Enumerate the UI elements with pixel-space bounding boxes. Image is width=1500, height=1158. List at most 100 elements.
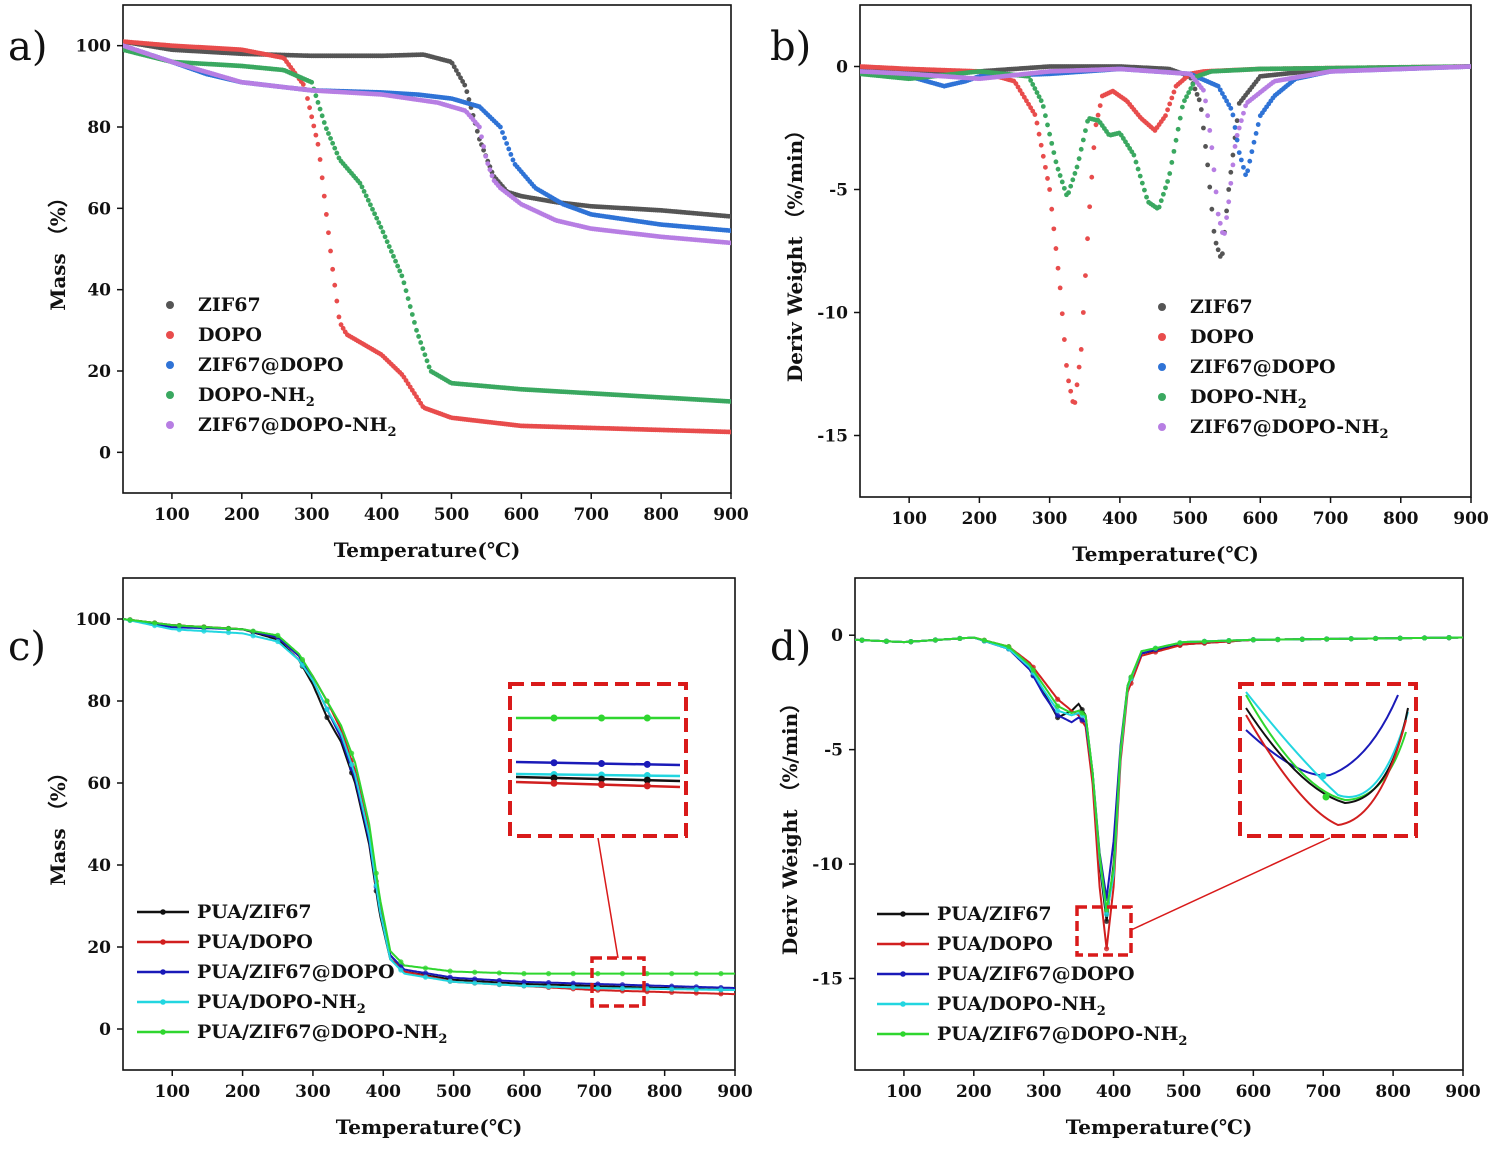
data-point (859, 637, 865, 643)
inset-marker (598, 781, 606, 789)
data-point (1051, 226, 1057, 232)
data-point (1226, 199, 1232, 205)
data-point (1019, 91, 1025, 97)
data-point (1068, 183, 1074, 189)
x-tick-label: 900 (713, 505, 749, 525)
data-point (1230, 112, 1236, 118)
data-point (1163, 113, 1168, 119)
y-tick-label: -15 (812, 969, 843, 989)
plot-frame (122, 577, 736, 1071)
data-point (1165, 179, 1171, 184)
legend-marker (1158, 423, 1166, 431)
data-point (1055, 703, 1061, 709)
data-point (728, 240, 731, 246)
legend-item: PUA/DOPO (877, 933, 1053, 955)
data-point (1040, 104, 1046, 109)
inset-frame (1238, 682, 1418, 838)
y-tick-label: 80 (87, 118, 111, 138)
data-point (1061, 337, 1067, 342)
data-point (1226, 102, 1232, 108)
data-point (1167, 171, 1173, 176)
data-point (1217, 87, 1223, 93)
legend-marker (160, 969, 166, 975)
data-point (458, 75, 463, 81)
x-tick-label: 900 (1453, 509, 1489, 529)
data-point (324, 714, 330, 721)
data-point (1226, 637, 1232, 644)
data-point (1080, 310, 1086, 315)
data-point (1156, 204, 1162, 210)
x-tick-label: 300 (1032, 509, 1068, 529)
data-point (250, 628, 256, 634)
y-tick-label: 40 (87, 856, 111, 876)
data-point (718, 971, 724, 977)
data-point (456, 71, 461, 77)
data-point (201, 628, 207, 634)
data-point (1228, 105, 1234, 111)
y-tick-label: 80 (87, 692, 111, 712)
data-point (1224, 208, 1229, 214)
data-point (1017, 88, 1023, 93)
plot-frame (859, 4, 1472, 498)
y-tick-label: 0 (99, 443, 111, 463)
legend-label: DOPO (198, 324, 262, 346)
data-point (496, 977, 502, 984)
data-point (395, 263, 401, 269)
data-point (1209, 145, 1215, 151)
zoom-region-box (1075, 905, 1133, 957)
data-point (1226, 187, 1232, 192)
data-point (1211, 167, 1217, 173)
data-point (1211, 228, 1217, 234)
inset-curve (1245, 714, 1407, 827)
data-point (334, 298, 340, 304)
legend-marker (160, 909, 166, 915)
data-point (1021, 94, 1027, 100)
data-point (1230, 162, 1236, 168)
data-area (123, 617, 735, 997)
data-point (376, 220, 382, 226)
data-point (313, 132, 319, 138)
data-point (466, 97, 472, 102)
data-point (1205, 162, 1211, 168)
x-tick-label: 200 (956, 1082, 992, 1102)
data-point (1079, 717, 1085, 723)
data-point (321, 193, 327, 199)
series-pua-zif67-dopo-nh2 (123, 617, 735, 977)
data-point (305, 96, 310, 101)
data-point (1072, 400, 1078, 405)
data-point (1038, 98, 1044, 104)
zoom-connector (597, 837, 619, 959)
data-point (1468, 64, 1471, 69)
data-point (1201, 638, 1208, 644)
x-tick-label: 900 (717, 1082, 753, 1102)
data-point (250, 633, 256, 639)
legend-marker (166, 421, 174, 429)
data-point (309, 114, 315, 120)
data-point (398, 959, 404, 965)
legend-item: PUA/ZIF67@DOPO (137, 961, 395, 983)
data-point (1201, 125, 1206, 131)
data-point (481, 147, 487, 153)
legend-label: PUA/DOPO-NH2 (937, 993, 1106, 1019)
data-point (424, 358, 430, 364)
zoom-inset (508, 682, 688, 1008)
data-point (1207, 128, 1213, 133)
data-point (176, 627, 182, 633)
data-point (1228, 169, 1234, 175)
data-point (1236, 125, 1242, 131)
data-point (225, 629, 232, 636)
data-point (1051, 150, 1057, 156)
x-tick-label: 200 (225, 1082, 261, 1102)
legend-label: ZIF67 (198, 294, 261, 316)
data-point (1324, 636, 1330, 642)
data-point (409, 312, 415, 317)
data-point (669, 986, 675, 992)
x-tick-label: 800 (643, 505, 679, 525)
chart-panel-b: b) 100 200 300 400 500 600 700 800 900 0 -5 -10 -15 Te… (770, 4, 1489, 566)
inset-marker (550, 774, 558, 782)
data-point (391, 253, 396, 259)
data-point (422, 965, 429, 971)
data-point (497, 124, 503, 130)
data-point (1030, 667, 1036, 673)
legend-marker (166, 331, 174, 339)
